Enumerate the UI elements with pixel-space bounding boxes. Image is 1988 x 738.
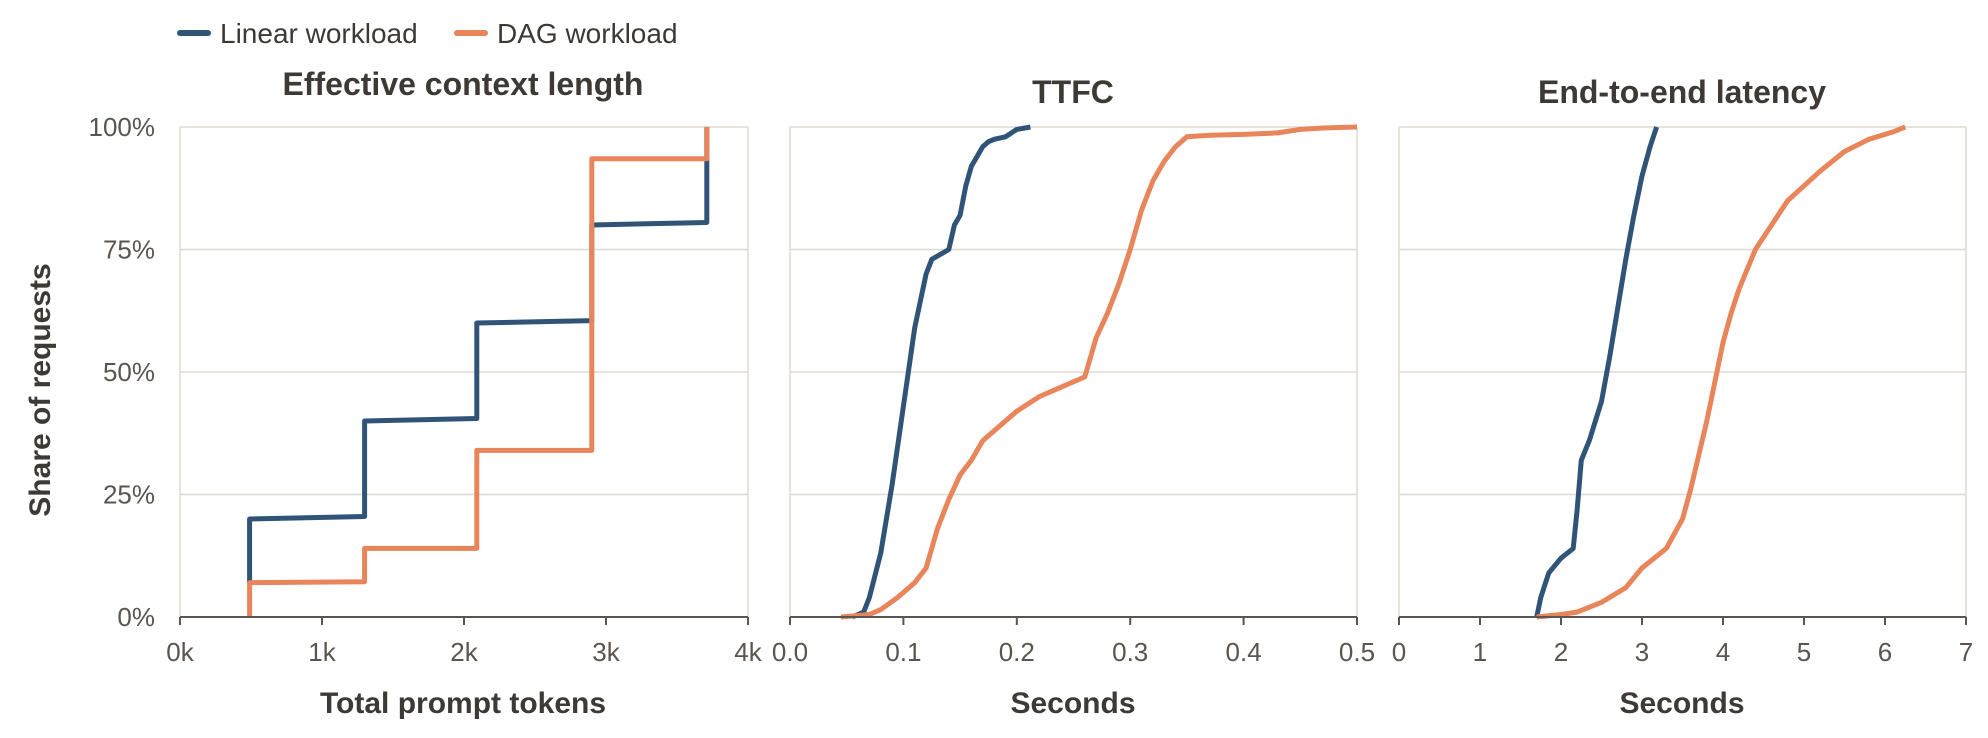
series-ttfc-dag	[840, 124, 1358, 620]
legend-label-dag: DAG workload	[497, 18, 678, 49]
x-tick-label-context-length-2: 2k	[450, 637, 478, 667]
x-tick-label-end-to-end-latency-2: 2	[1554, 637, 1568, 667]
series-end-to-end-latency-linear	[1534, 126, 1659, 618]
y-tick-label-1: 25%	[103, 480, 155, 510]
panel-title-end-to-end-latency: End-to-end latency	[1538, 74, 1826, 110]
x-axis-label-ttfc: Seconds	[1010, 687, 1135, 720]
legend-label-linear: Linear workload	[220, 18, 418, 49]
x-tick-label-end-to-end-latency-4: 4	[1716, 637, 1730, 667]
x-tick-label-end-to-end-latency-5: 5	[1797, 637, 1811, 667]
x-tick-label-end-to-end-latency-1: 1	[1473, 637, 1487, 667]
panel-title-context-length: Effective context length	[283, 66, 644, 102]
x-tick-label-ttfc-1: 0.1	[885, 637, 921, 667]
x-tick-label-end-to-end-latency-3: 3	[1635, 637, 1649, 667]
panel-title-ttfc: TTFC	[1032, 74, 1114, 110]
legend: Linear workload DAG workload	[177, 18, 678, 49]
x-tick-label-ttfc-2: 0.2	[999, 637, 1035, 667]
x-tick-label-end-to-end-latency-6: 6	[1878, 637, 1892, 667]
y-tick-label-2: 50%	[103, 357, 155, 387]
series-ttfc-linear	[851, 124, 1031, 620]
x-tick-label-context-length-0: 0k	[166, 637, 194, 667]
x-tick-label-ttfc-5: 0.5	[1339, 637, 1375, 667]
x-tick-label-ttfc-3: 0.3	[1112, 637, 1148, 667]
panel-context-length: Effective context length Total prompt to…	[89, 66, 763, 720]
panel-ttfc: TTFC Seconds 0.0 0.1 0.2 0.3 0.4 0.5	[772, 74, 1375, 720]
panel-end-to-end-latency: End-to-end latency Seconds 0 1 2 3 4 5 6 7	[1392, 74, 1973, 720]
y-axis-label: Share of requests	[24, 263, 57, 516]
y-tick-label-4: 100%	[89, 112, 156, 142]
x-tick-label-end-to-end-latency-0: 0	[1392, 637, 1406, 667]
x-axis-label-context-length: Total prompt tokens	[320, 687, 606, 720]
y-tick-label-0: 0%	[117, 602, 155, 632]
x-axis-label-end-to-end-latency: Seconds	[1619, 687, 1744, 720]
y-tick-label-3: 75%	[103, 235, 155, 265]
x-tick-label-ttfc-4: 0.4	[1226, 637, 1262, 667]
x-tick-label-context-length-3: 3k	[592, 637, 620, 667]
x-tick-label-context-length-1: 1k	[308, 637, 336, 667]
x-tick-label-ttfc-0: 0.0	[772, 637, 808, 667]
x-tick-label-context-length-4: 4k	[734, 637, 762, 667]
series-context-length-dag	[247, 127, 710, 617]
series-context-length-linear	[247, 127, 710, 583]
x-tick-label-end-to-end-latency-7: 7	[1959, 637, 1973, 667]
series-end-to-end-latency-dag	[1536, 124, 1907, 620]
